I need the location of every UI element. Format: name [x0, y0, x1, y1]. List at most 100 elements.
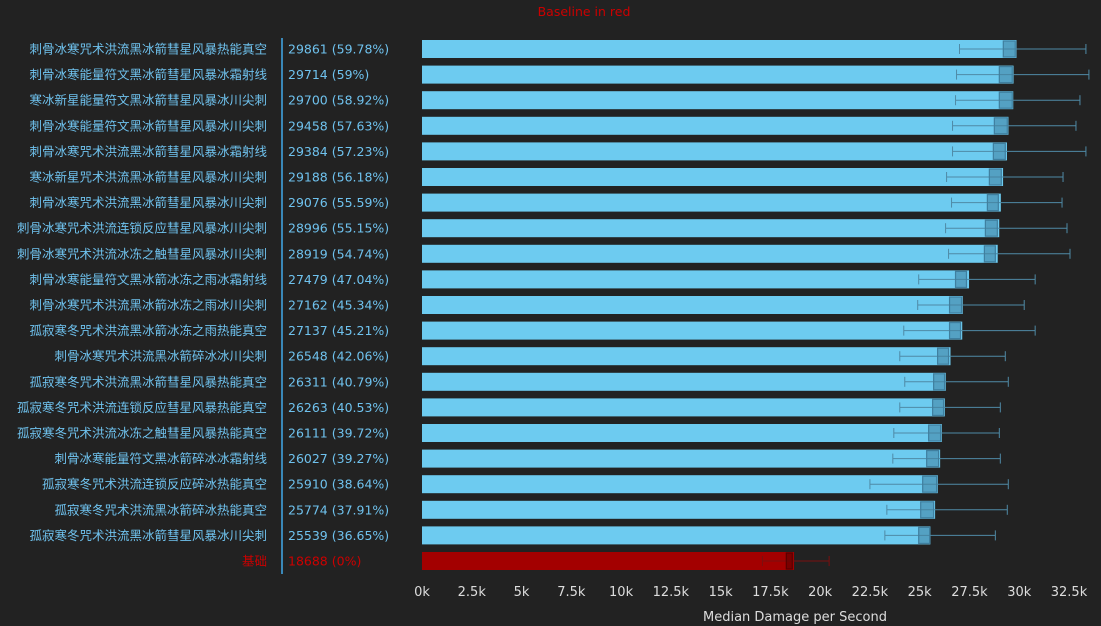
bar [422, 398, 945, 417]
value-label: 26311 (40.79%) [288, 374, 389, 389]
bar [422, 116, 1009, 135]
x-tick-label: 5k [514, 585, 530, 600]
value-label: 26111 (39.72%) [288, 426, 389, 441]
bar [422, 193, 1001, 212]
bar [422, 347, 951, 366]
bar-row [422, 40, 1087, 58]
category-label: 刺骨冰寒能量符文黑冰箭彗星风暴冰霜射线 [29, 67, 267, 82]
iqr-box [933, 373, 946, 391]
x-axis-ticks: 0k 2.5k 5k 7.5k 10k 12.5k 15k 17.5k 20k 22.5k 25k 2… [414, 585, 1088, 600]
bar [422, 244, 998, 263]
category-label: 基础 [242, 554, 267, 569]
iqr-box [992, 142, 1006, 160]
bar [422, 475, 938, 494]
category-label: 刺骨冰寒能量符文黑冰箭彗星风暴冰川尖刺 [29, 118, 267, 133]
iqr-box [928, 424, 942, 442]
baseline-note: Baseline in red [538, 4, 631, 19]
baseline-bar [422, 552, 795, 570]
x-tick-label: 7.5k [557, 585, 586, 600]
bar-row [422, 475, 1009, 494]
bar [422, 65, 1014, 84]
value-label: 26027 (39.27%) [288, 451, 389, 466]
x-tick-label: 27.5k [951, 585, 988, 600]
category-label: 孤寂寒冬咒术洪流连锁反应彗星风暴热能真空 [17, 400, 267, 415]
bar-row [422, 500, 1008, 519]
bar [422, 372, 946, 391]
iqr-box [993, 117, 1008, 135]
value-label: 29700 (58.92%) [288, 93, 389, 108]
bar [422, 449, 941, 468]
x-tick-label: 20k [808, 585, 833, 600]
value-label: 29458 (57.63%) [288, 118, 389, 133]
category-labels: 刺骨冰寒咒术洪流黑冰箭彗星风暴热能真空刺骨冰寒能量符文黑冰箭彗星风暴冰霜射线寒冰… [17, 42, 268, 569]
iqr-box [998, 65, 1013, 84]
bar-row [422, 347, 1006, 366]
iqr-box [948, 296, 963, 314]
iqr-box [926, 450, 940, 468]
value-label: 29861 (59.78%) [288, 42, 389, 57]
bar-row [422, 193, 1063, 212]
iqr-box [937, 347, 950, 365]
category-label: 孤寂寒冬咒术洪流黑冰箭彗星风暴热能真空 [29, 374, 267, 389]
x-tick-label: 32.5k [1051, 585, 1088, 600]
bar [422, 424, 942, 442]
bar-row [422, 244, 1071, 263]
iqr-box [1002, 40, 1016, 58]
value-label: 29714 (59%) [288, 67, 369, 82]
value-label: 18688 (0%) [288, 554, 361, 569]
value-label: 27162 (45.34%) [288, 298, 389, 313]
value-labels: 29861 (59.78%) 29714 (59%) 29700 (58.92%) 2… [288, 42, 389, 569]
iqr-box [785, 552, 793, 570]
bar-group [422, 40, 1090, 570]
bar-row [422, 372, 1009, 391]
iqr-box [986, 194, 999, 212]
bar-row [422, 116, 1077, 135]
bar-row [422, 142, 1087, 161]
value-label: 25539 (36.65%) [288, 528, 389, 543]
category-label: 刺骨冰寒咒术洪流连锁反应彗星风暴冰川尖刺 [17, 221, 267, 236]
iqr-box [983, 245, 996, 263]
category-label: 寒冰新星咒术洪流黑冰箭彗星风暴冰川尖刺 [29, 170, 267, 185]
bar-row [422, 65, 1090, 84]
bar-row [422, 552, 830, 570]
iqr-box [920, 501, 935, 519]
iqr-box [954, 270, 968, 288]
x-tick-label: 2.5k [458, 585, 487, 600]
bar-row [422, 219, 1068, 238]
iqr-box [922, 475, 938, 493]
iqr-box [984, 219, 998, 237]
bar-row [422, 91, 1081, 110]
category-label: 孤寂寒冬咒术洪流黑冰箭冰冻之雨热能真空 [29, 323, 267, 338]
bar-row [422, 168, 1064, 186]
bar [422, 142, 1007, 161]
x-tick-label: 10k [609, 585, 634, 600]
x-tick-label: 12.5k [653, 585, 690, 600]
bar [422, 168, 1004, 186]
category-label: 刺骨冰寒咒术洪流黑冰箭碎冰冰川尖刺 [54, 349, 267, 364]
category-label: 孤寂寒冬咒术洪流冰冻之触彗星风暴热能真空 [17, 426, 267, 441]
bar [422, 91, 1014, 110]
category-label: 孤寂寒冬咒术洪流连锁反应碎冰热能真空 [42, 477, 267, 492]
x-tick-label: 17.5k [752, 585, 789, 600]
iqr-box [988, 168, 1002, 186]
iqr-box [998, 91, 1013, 109]
x-axis-title: Median Damage per Second [703, 610, 887, 625]
bar [422, 500, 936, 519]
value-label: 29076 (55.59%) [288, 195, 389, 210]
x-tick-label: 22.5k [852, 585, 889, 600]
bar [422, 219, 1000, 238]
bar-row [422, 424, 1000, 442]
bar-row [422, 449, 1001, 468]
x-tick-label: 30k [1007, 585, 1032, 600]
iqr-box [948, 322, 962, 340]
x-tick-label: 25k [908, 585, 933, 600]
iqr-box [918, 526, 931, 545]
value-label: 26263 (40.53%) [288, 400, 389, 415]
category-label: 刺骨冰寒咒术洪流黑冰箭冰冻之雨冰川尖刺 [29, 298, 267, 313]
value-label: 27137 (45.21%) [288, 323, 389, 338]
category-label: 孤寂寒冬咒术洪流黑冰箭彗星风暴冰川尖刺 [29, 528, 267, 543]
value-label: 25774 (37.91%) [288, 502, 389, 517]
bar-row [422, 526, 996, 545]
category-label: 刺骨冰寒咒术洪流黑冰箭彗星风暴冰霜射线 [29, 144, 267, 159]
